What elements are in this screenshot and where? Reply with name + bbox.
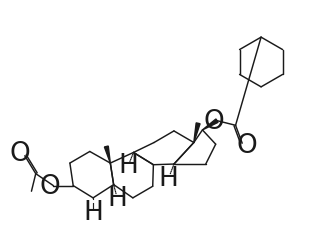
- Text: O: O: [10, 141, 31, 167]
- Polygon shape: [194, 123, 200, 142]
- Text: H: H: [84, 200, 104, 226]
- Polygon shape: [104, 146, 110, 163]
- Text: O: O: [236, 133, 257, 159]
- Text: O: O: [40, 174, 60, 200]
- Text: O: O: [204, 109, 225, 135]
- Polygon shape: [202, 119, 218, 130]
- Text: H: H: [158, 166, 178, 192]
- Text: H: H: [108, 185, 127, 212]
- Text: H: H: [118, 153, 138, 179]
